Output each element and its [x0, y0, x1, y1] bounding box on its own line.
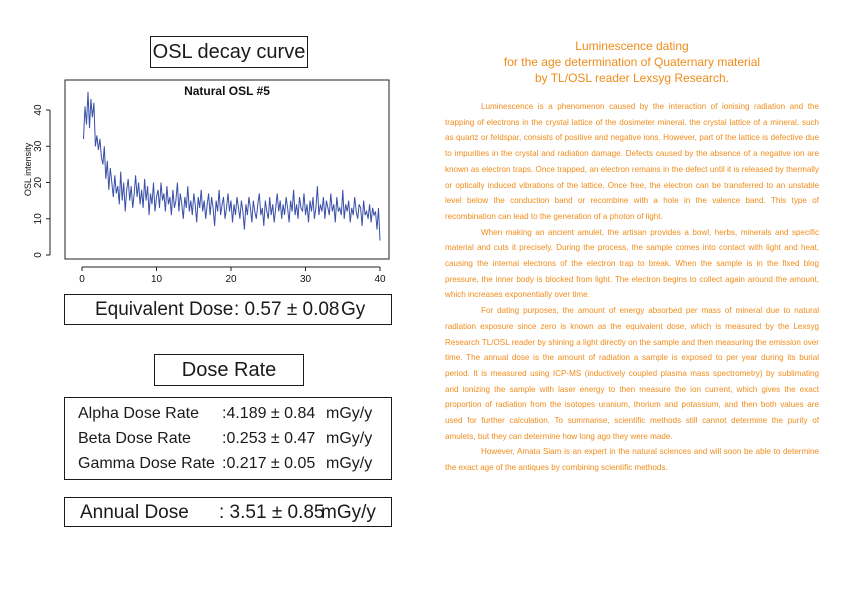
dose-rate-box: Alpha Dose Rate :4.189 ± 0.84 mGy/y Beta… [64, 397, 392, 480]
plot-frame [64, 79, 390, 260]
chart-title: Natural OSL #5 [184, 84, 270, 98]
y-tick-label: 20 [33, 177, 44, 189]
x-tick-label: 30 [300, 274, 312, 285]
alpha-dose-rate-row: Alpha Dose Rate :4.189 ± 0.84 mGy/y [65, 405, 391, 427]
annual-dose-box: Annual Dose : 3.51 ± 0.85 mGy/y [64, 497, 392, 527]
x-tick-label: 40 [374, 274, 386, 285]
dose-rate-title: Dose Rate [154, 354, 304, 386]
article-paragraph: However, Amata Siam is an expert in the … [445, 447, 819, 473]
equivalent-dose-value: : 0.57 ± 0.08 [234, 299, 340, 320]
y-tick-label: 0 [33, 252, 44, 258]
x-tick-label: 10 [151, 274, 163, 285]
article-paragraph: For dating purposes, the amount of energ… [445, 306, 819, 441]
x-tick-label: 0 [79, 274, 85, 285]
y-tick-label: 40 [33, 104, 44, 116]
annual-dose-label: Annual Dose [80, 502, 189, 523]
alpha-dose-rate-label: Alpha Dose Rate [78, 405, 199, 422]
gamma-dose-rate-label: Gamma Dose Rate [78, 455, 215, 472]
beta-dose-rate-value: :0.253 ± 0.47 [222, 430, 316, 447]
beta-dose-rate-label: Beta Dose Rate [78, 430, 191, 447]
article-title-line: for the age determination of Quaternary … [503, 55, 761, 69]
y-axis-label: OSL intensity [23, 142, 33, 196]
y-tick-label: 30 [33, 140, 44, 152]
beta-dose-rate-unit: mGy/y [326, 430, 373, 447]
article-title-line: Luminescence dating [575, 39, 689, 53]
equivalent-dose-label: Equivalent Dose [95, 299, 234, 320]
beta-dose-rate-row: Beta Dose Rate :0.253 ± 0.47 mGy/y [65, 430, 391, 452]
dose-rate-title-text: Dose Rate [181, 358, 277, 381]
osl-series-line [83, 91, 381, 241]
osl-decay-chart-svg: Natural OSL #5 OSL intensity 0 10 20 30 40 0 10 2… [23, 79, 390, 285]
osl-section-title-text: OSL decay curve [152, 40, 306, 63]
article-title-line: by TL/OSL reader Lexsyg Research. [534, 71, 730, 85]
alpha-dose-rate-value: :4.189 ± 0.84 [222, 405, 316, 422]
osl-section-title: OSL decay curve [150, 36, 308, 68]
annual-dose-value: : 3.51 ± 0.85 [219, 502, 325, 523]
article-paragraph: When making an ancient amulet, the artis… [445, 227, 819, 300]
article-title: Luminescence dating for the age determin… [445, 38, 819, 86]
gamma-dose-rate-value: :0.217 ± 0.05 [222, 455, 316, 472]
alpha-dose-rate-unit: mGy/y [326, 405, 373, 422]
y-tick-label: 10 [33, 213, 44, 225]
gamma-dose-rate-unit: mGy/y [326, 455, 373, 472]
equivalent-dose-box: Equivalent Dose : 0.57 ± 0.08 Gy [64, 294, 392, 325]
annual-dose-unit: mGy/y [321, 502, 376, 523]
x-tick-label: 20 [225, 274, 237, 285]
article: Luminescence dating for the age determin… [445, 38, 819, 476]
equivalent-dose-unit: Gy [341, 299, 366, 320]
article-paragraph: Luminescence is a phenomenon caused by t… [445, 102, 819, 221]
osl-decay-chart: Natural OSL #5 OSL intensity 0 10 20 30 40 0 10 2… [14, 76, 404, 286]
gamma-dose-rate-row: Gamma Dose Rate :0.217 ± 0.05 mGy/y [65, 455, 391, 477]
